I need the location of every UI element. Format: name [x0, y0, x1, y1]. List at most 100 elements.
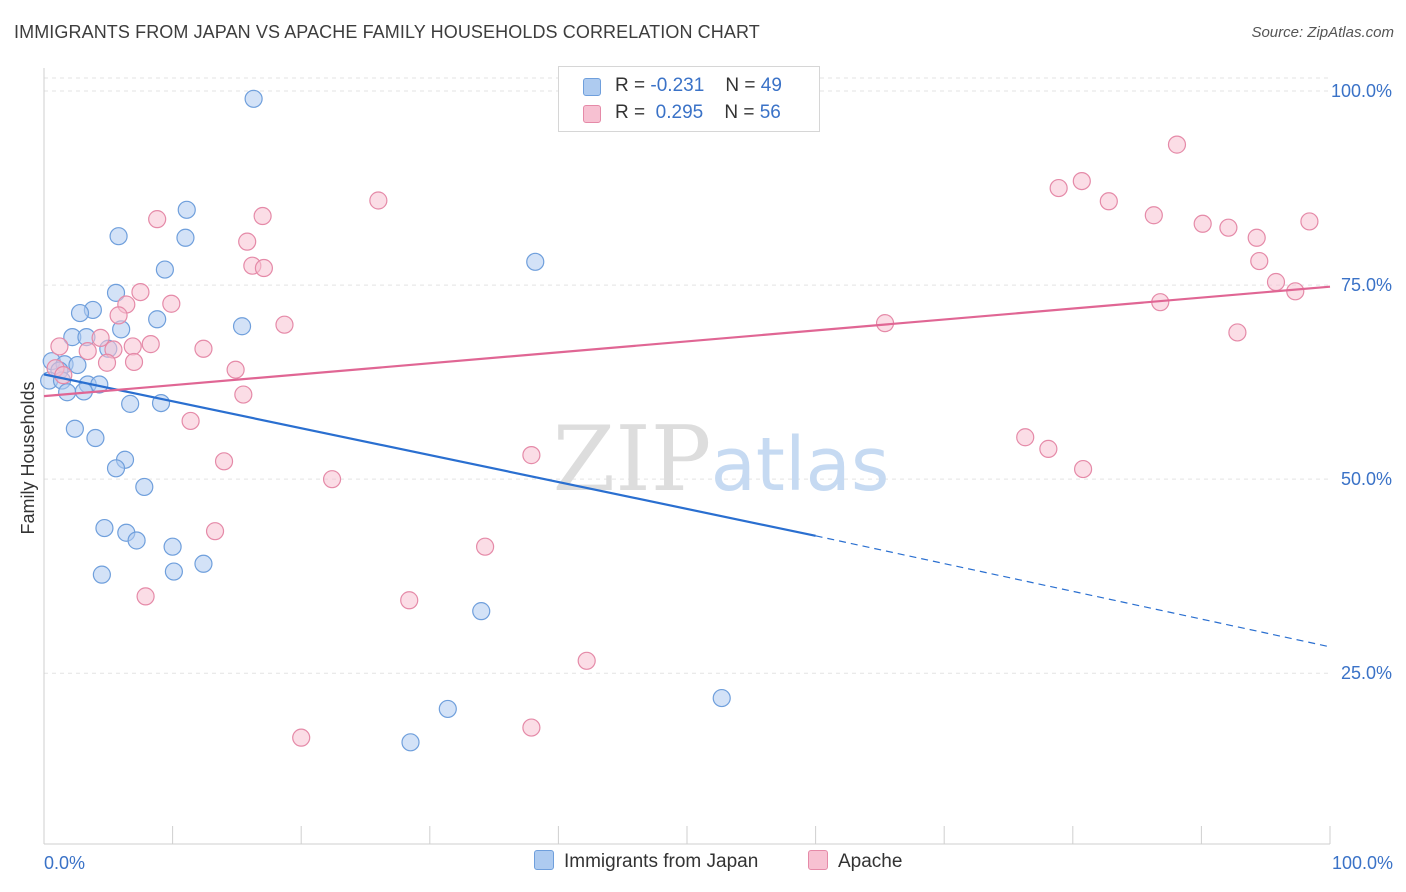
apache-point: [1219, 218, 1238, 237]
japan-point: [70, 303, 90, 323]
apache-point: [322, 470, 342, 489]
apache-point: [522, 446, 541, 465]
apache-point: [1039, 439, 1058, 458]
apache-point: [54, 366, 73, 385]
apache-point: [577, 651, 596, 670]
y-tick-label: 25.0%: [1341, 663, 1392, 683]
apache-point: [181, 411, 200, 431]
trend-lines: [43, 285, 1331, 648]
legend-swatch-japan: [583, 78, 601, 96]
legend-apache-r-value: 0.295: [655, 102, 704, 123]
japan-point: [127, 531, 146, 550]
apache-point: [148, 210, 167, 229]
apache-point: [124, 352, 144, 372]
japan-point: [244, 89, 263, 108]
apache-point: [91, 328, 110, 347]
legend-item-apache: Apache: [808, 850, 902, 873]
japan-trend-line: [43, 373, 816, 537]
japan-point: [106, 283, 126, 302]
apache-point: [1016, 428, 1035, 447]
chart-title: IMMIGRANTS FROM JAPAN VS APACHE FAMILY H…: [14, 22, 760, 42]
legend-item-japan: Immigrants from Japan: [534, 850, 758, 873]
apache-point: [194, 339, 213, 358]
japan-point: [92, 565, 111, 584]
apache-point: [136, 587, 155, 606]
apache-point: [162, 294, 181, 313]
y-tick-label: 50.0%: [1341, 469, 1392, 489]
apache-point: [1193, 214, 1212, 233]
x-tick-label: 0.0%: [44, 853, 85, 873]
japan-point: [438, 699, 457, 719]
apache-point: [1250, 251, 1269, 271]
japan-point: [176, 228, 195, 247]
data-points: [40, 89, 1319, 752]
apache-point: [475, 537, 495, 556]
y-axis-label: Family Households: [18, 381, 38, 534]
legend-japan-n-label: N =: [725, 75, 756, 96]
japan-point: [472, 602, 491, 621]
apache-point: [123, 337, 142, 356]
legend-japan-r-value: -0.231: [650, 75, 705, 96]
legend-swatch-apache-bottom: [808, 850, 828, 870]
apache-point: [292, 728, 311, 747]
japan-point: [86, 428, 105, 448]
apache-point: [1049, 178, 1068, 198]
stats-legend: R = -0.231 N = 49 R = 0.295 N = 56: [558, 66, 820, 132]
apache-point: [97, 353, 117, 372]
apache-point: [131, 282, 150, 302]
apache-point: [275, 315, 294, 334]
japan-point: [232, 317, 252, 336]
apache-point: [109, 306, 128, 325]
japan-point: [148, 310, 167, 329]
apache-point: [1266, 272, 1286, 292]
japan-point: [163, 537, 182, 556]
legend-label-japan: Immigrants from Japan: [564, 851, 759, 872]
legend-swatch-japan-bottom: [534, 850, 554, 870]
apache-point: [141, 335, 160, 354]
japan-point: [712, 688, 731, 708]
japan-point: [58, 383, 77, 402]
apache-point: [205, 522, 225, 541]
japan-point: [526, 252, 545, 271]
watermark-zip: ZIP: [553, 407, 712, 512]
legend-swatch-apache: [583, 105, 601, 123]
legend-japan-n-value: 49: [760, 75, 782, 96]
japan-point: [177, 200, 196, 219]
japan-point: [109, 227, 128, 246]
apache-point: [50, 337, 69, 356]
apache-point: [253, 206, 272, 226]
apache-point: [1286, 282, 1305, 301]
watermark-atlas: atlas: [711, 422, 890, 508]
apache-point: [1228, 323, 1247, 342]
x-tick-label: 100.0%: [1332, 853, 1393, 873]
apache-point: [1073, 459, 1093, 479]
legend-japan-r-label: R =: [615, 75, 646, 96]
apache-point: [1072, 171, 1091, 191]
apache-point: [1247, 228, 1266, 247]
japan-point: [65, 419, 84, 438]
japan-point: [106, 459, 126, 478]
apache-point: [1300, 212, 1319, 231]
japan-point: [401, 733, 420, 752]
source-label: Source: ZipAtlas.com: [1251, 24, 1394, 41]
japan-point: [68, 355, 87, 375]
japan-point: [155, 260, 174, 279]
japan-point: [164, 562, 183, 581]
japan-point: [135, 477, 154, 497]
japan-point: [95, 518, 114, 538]
axes: [43, 68, 1331, 845]
apache-point: [254, 258, 274, 278]
apache-point: [214, 452, 234, 471]
apache-point: [238, 232, 257, 251]
apache-point: [234, 385, 253, 404]
apache-point: [522, 718, 541, 737]
apache-point: [369, 191, 388, 210]
apache-point: [78, 341, 97, 361]
legend-label-apache: Apache: [838, 851, 903, 872]
legend-apache-r-label: R =: [615, 102, 646, 123]
apache-point: [1099, 192, 1118, 211]
japan-point: [194, 554, 213, 573]
apache-point: [1167, 135, 1187, 154]
apache-point: [226, 360, 245, 379]
